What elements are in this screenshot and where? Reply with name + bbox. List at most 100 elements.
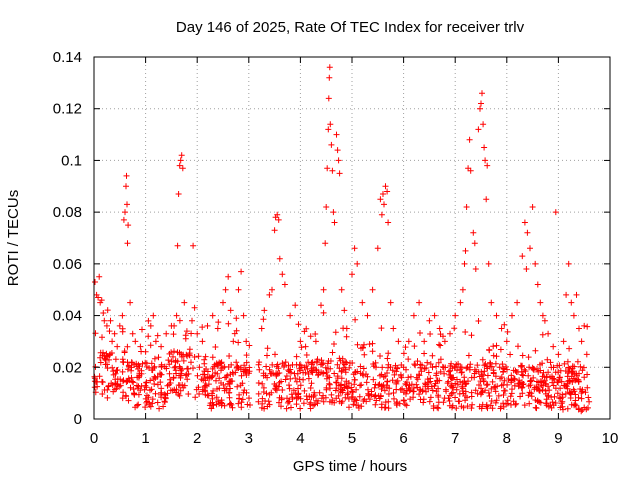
data-point <box>387 364 394 371</box>
data-point <box>139 326 145 333</box>
data-point <box>384 188 391 195</box>
data-point <box>557 404 564 411</box>
data-point <box>378 401 385 408</box>
data-point <box>484 405 491 412</box>
data-point <box>209 390 215 397</box>
data-point <box>417 364 424 371</box>
data-point <box>244 401 251 408</box>
data-point <box>246 368 253 375</box>
data-point <box>235 400 242 407</box>
data-point <box>112 356 119 363</box>
data-point <box>534 281 541 288</box>
data-point <box>205 381 212 388</box>
data-points <box>91 64 593 415</box>
data-point <box>532 397 539 403</box>
data-point <box>461 374 468 381</box>
data-point <box>578 390 585 396</box>
x-tick-label: 2 <box>193 430 201 447</box>
data-point <box>429 352 436 359</box>
data-point <box>276 379 283 386</box>
data-point <box>185 391 192 397</box>
data-point <box>584 384 591 391</box>
data-point <box>403 387 410 394</box>
data-point <box>555 351 562 358</box>
data-point <box>359 344 366 351</box>
data-point <box>458 369 465 376</box>
data-point <box>267 370 274 377</box>
data-point <box>429 364 436 371</box>
data-point <box>338 368 345 375</box>
data-point <box>492 360 499 367</box>
data-point <box>266 366 273 373</box>
data-point <box>425 379 432 386</box>
data-point <box>433 372 440 379</box>
data-point <box>167 380 174 386</box>
data-point <box>581 374 588 381</box>
data-point <box>119 356 126 363</box>
data-point <box>190 365 196 372</box>
data-point <box>364 373 371 380</box>
data-point <box>116 322 123 329</box>
data-point <box>371 384 378 391</box>
data-point <box>377 353 383 359</box>
data-point <box>123 393 130 400</box>
data-point <box>175 191 182 197</box>
data-point <box>539 386 546 393</box>
data-point <box>279 387 286 393</box>
data-point <box>387 299 394 306</box>
data-point <box>440 399 447 406</box>
data-point <box>474 362 481 369</box>
data-point <box>508 372 515 379</box>
data-point <box>281 362 288 369</box>
data-point <box>431 312 438 319</box>
data-point <box>328 391 335 398</box>
data-point <box>575 394 582 401</box>
data-point <box>320 398 327 405</box>
data-point <box>104 307 111 314</box>
data-point <box>225 273 232 280</box>
data-point <box>323 204 330 210</box>
data-point <box>426 398 433 405</box>
data-point <box>342 369 349 376</box>
data-point <box>375 392 382 399</box>
data-point <box>124 240 131 247</box>
data-point <box>507 393 514 400</box>
data-point <box>172 367 179 374</box>
data-point <box>518 368 525 375</box>
data-point <box>513 400 520 407</box>
data-point <box>330 209 337 216</box>
data-point <box>127 299 134 306</box>
data-point <box>335 157 342 164</box>
data-point <box>213 394 220 401</box>
data-point <box>402 344 409 351</box>
data-point <box>394 364 401 371</box>
data-point <box>462 388 469 395</box>
data-point <box>191 304 198 311</box>
data-point <box>209 312 216 319</box>
data-point <box>170 353 176 360</box>
data-point <box>110 371 117 378</box>
data-point <box>489 378 496 385</box>
x-tick-label: 0 <box>90 430 98 447</box>
data-point <box>519 384 526 391</box>
data-point <box>581 322 588 329</box>
data-point <box>150 312 157 319</box>
data-point <box>137 343 144 350</box>
data-point <box>405 374 412 381</box>
data-point <box>168 358 175 365</box>
data-point <box>216 385 223 392</box>
data-point <box>189 317 195 324</box>
data-point <box>482 387 489 394</box>
data-point <box>366 396 373 403</box>
data-point <box>488 398 495 404</box>
data-point <box>399 385 406 392</box>
data-point <box>448 390 455 397</box>
data-point <box>451 363 458 370</box>
data-point <box>178 152 185 159</box>
data-point <box>283 405 290 412</box>
data-point <box>297 405 304 412</box>
data-point <box>116 383 123 390</box>
data-point <box>471 240 478 247</box>
data-point <box>521 219 528 226</box>
data-point <box>341 307 348 314</box>
